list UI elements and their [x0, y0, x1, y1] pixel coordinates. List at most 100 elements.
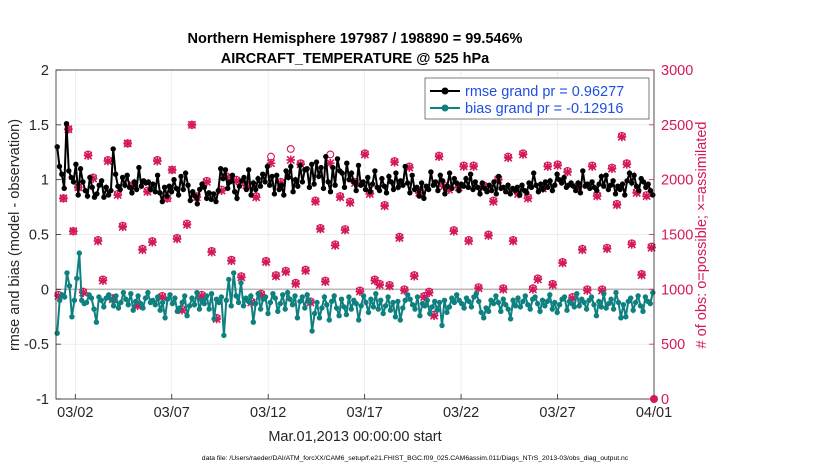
legend: rmse grand pr = 0.96277 bias grand pr = …	[424, 77, 650, 120]
series-bias-point	[632, 299, 639, 306]
series-rmse-point	[496, 173, 502, 180]
obs-assimilated-marker	[177, 305, 187, 315]
series-rmse-point	[610, 178, 616, 184]
obs-assimilated-marker	[227, 256, 236, 266]
series-rmse-point	[575, 180, 581, 186]
obs-assimilated-marker	[647, 243, 656, 252]
series-bias-point	[525, 302, 531, 308]
obs-assimilated-marker	[123, 139, 132, 148]
series-bias-point	[476, 298, 482, 305]
series-rmse-point	[145, 179, 151, 185]
series-rmse-point	[547, 178, 553, 184]
series-bias-point	[123, 296, 129, 302]
series-rmse-point	[304, 166, 310, 172]
y-axis-label-left: rmse and bias (model - observation)	[7, 119, 23, 351]
series-bias-point	[338, 296, 345, 302]
series-bias-point	[498, 308, 504, 314]
series-rmse-point	[416, 193, 422, 199]
series-rmse-point	[456, 187, 462, 194]
obs-assimilated-marker	[93, 236, 103, 246]
legend-rmse-label: rmse grand pr = 0.96277	[465, 84, 624, 100]
series-bias-point	[93, 319, 100, 325]
series-bias-point	[412, 306, 418, 312]
series-bias-point	[88, 295, 95, 301]
series-rmse-point	[435, 187, 441, 194]
series-bias-point	[282, 306, 288, 312]
obs-assimilated-marker	[587, 162, 597, 171]
series-rmse-point	[645, 181, 651, 187]
series-bias-point	[110, 303, 117, 309]
series-bias-point	[191, 302, 198, 308]
obs-assimilated-marker	[592, 191, 602, 201]
obs-assimilated-marker	[311, 197, 320, 206]
series-bias-point	[635, 293, 641, 299]
series-rmse-point	[425, 186, 432, 193]
series-rmse-point	[442, 191, 448, 197]
series-rmse-point	[197, 186, 203, 193]
series-bias-point	[336, 313, 342, 319]
legend-rmse-marker	[441, 87, 449, 95]
series-rmse-point	[147, 186, 154, 193]
series-rmse-point	[493, 191, 499, 197]
series-bias-point	[228, 303, 234, 309]
series-bias-point	[311, 310, 318, 317]
series-rmse-point	[87, 174, 93, 181]
series-bias-point	[539, 297, 546, 303]
series-rmse-point	[573, 187, 579, 194]
series-bias-point	[321, 294, 328, 300]
series-rmse-point	[185, 182, 191, 188]
obs-assimilated-marker	[237, 272, 246, 282]
series-bias-point	[468, 304, 475, 310]
series-rmse-point	[171, 177, 177, 183]
series-rmse-point	[404, 180, 411, 186]
series-bias-point	[505, 306, 511, 312]
series-rmse-point	[400, 182, 406, 188]
series-rmse-point	[535, 189, 542, 195]
series-bias-point	[534, 300, 541, 307]
series-bias-point	[262, 294, 269, 300]
obs-assimilated-marker	[602, 244, 612, 254]
series-rmse-point	[605, 186, 612, 193]
obs-assimilated-marker	[503, 153, 513, 163]
series-rmse-point	[465, 184, 471, 190]
series-rmse-point	[80, 179, 86, 185]
series-rmse-point	[269, 173, 275, 180]
series-rmse-point	[161, 184, 168, 190]
series-rmse-point	[159, 198, 165, 205]
obs-assimilated-marker	[444, 185, 454, 194]
series-bias-point	[177, 305, 183, 311]
series-rmse-point	[489, 187, 495, 194]
series-bias-point	[392, 314, 399, 320]
legend-bias-label: bias grand pr = -0.12916	[465, 101, 623, 117]
obs-assimilated-marker	[325, 158, 335, 168]
obs-assimilated-marker	[380, 201, 389, 211]
series-bias-point	[221, 332, 227, 339]
series-rmse-point	[472, 179, 478, 185]
series-rmse-point	[503, 189, 509, 195]
series-rmse-point	[439, 178, 446, 184]
series-rmse-point	[63, 121, 70, 127]
obs-assimilated-marker	[360, 150, 370, 159]
obs-assimilated-marker	[375, 280, 385, 290]
series-bias-point	[348, 306, 354, 312]
series-bias-point	[125, 302, 131, 308]
series-bias-point	[583, 306, 590, 312]
series-bias-point	[449, 295, 455, 301]
series-rmse-point	[190, 189, 196, 195]
series-rmse-point	[61, 185, 67, 192]
obs-assimilated-marker	[449, 226, 459, 236]
series-rmse-point	[470, 186, 476, 193]
series-rmse-point	[70, 179, 77, 185]
series-bias-point	[135, 293, 141, 299]
series-rmse-point	[626, 170, 633, 176]
y-tick-label-right: 3000	[661, 63, 693, 79]
obs-assimilated-marker	[464, 236, 473, 246]
series-rmse-point	[241, 174, 247, 181]
series-bias-point	[267, 299, 274, 306]
series-rmse-point	[131, 179, 137, 185]
series-rmse-point	[264, 163, 271, 170]
x-tick-label: 04/01	[636, 405, 672, 421]
data-file-footer: data file: /Users/raeder/DAI/ATM_forcXX/…	[202, 455, 629, 462]
series-bias-point	[66, 283, 73, 289]
series-bias-point	[368, 296, 374, 302]
